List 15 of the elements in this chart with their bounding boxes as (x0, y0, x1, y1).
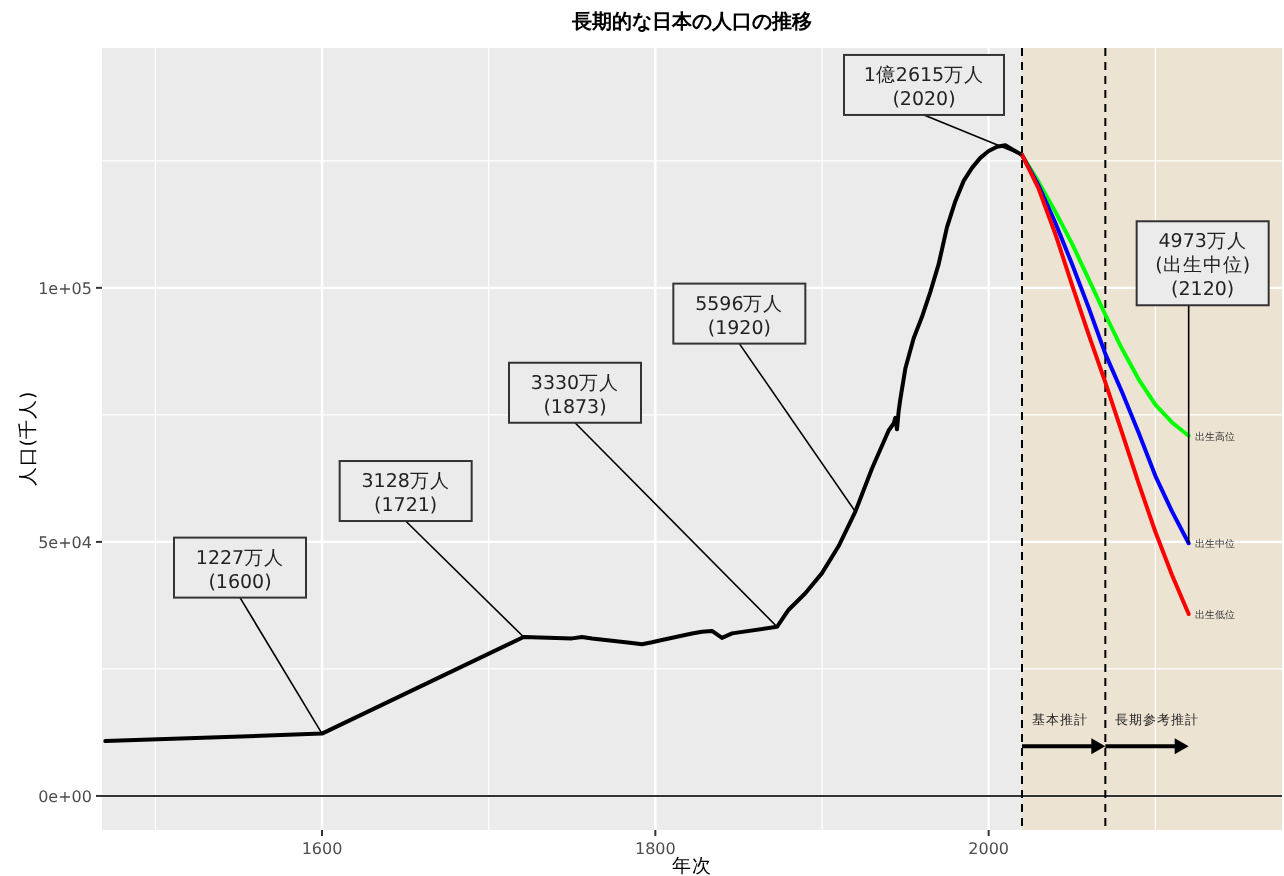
y-tick-label: 0e+00 (38, 787, 92, 806)
y-axis-title: 人口(千人) (16, 391, 40, 487)
x-tick-label: 1600 (301, 840, 343, 858)
annotation: 3330万人 (1873) (530, 372, 620, 419)
x-tick-label: 1800 (634, 840, 676, 858)
chart-title: 長期的な日本の人口の推移 (570, 10, 812, 34)
x-tick-label: 2000 (968, 840, 1010, 858)
x-axis-title: 年次 (672, 854, 712, 876)
annotation: 5596万人 (1920) (695, 293, 784, 340)
annotation: 1227万人 (1600) (195, 547, 285, 594)
y-tick-label: 1e+05 (38, 279, 92, 298)
annotation: 3128万人 (1721) (361, 471, 450, 518)
annotation: 4973万人 (出生中位) (2120) (1155, 231, 1251, 302)
y-tick-label: 5e+04 (38, 533, 92, 552)
annotation: 1億2615万人 (2020) (863, 62, 985, 111)
